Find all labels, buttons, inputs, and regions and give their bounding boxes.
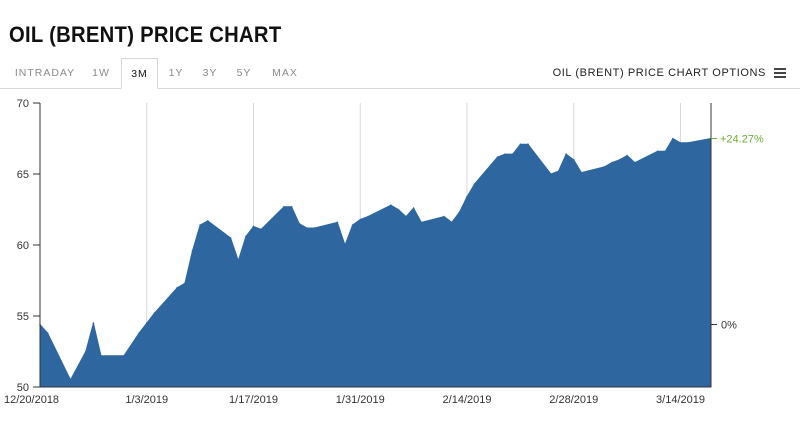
- data-point: [405, 216, 407, 218]
- data-point: [626, 155, 628, 157]
- data-point: [459, 212, 461, 214]
- data-point: [199, 224, 201, 226]
- x-tick-label: 3/14/2019: [656, 394, 705, 406]
- data-point: [352, 224, 354, 226]
- data-point: [245, 236, 247, 238]
- baseline-label: 0%: [721, 320, 737, 332]
- x-tick-label: 12/20/2018: [4, 394, 59, 406]
- data-point: [47, 332, 49, 334]
- data-point: [138, 332, 140, 334]
- y-tick-label: 70: [17, 98, 29, 110]
- data-point: [565, 153, 567, 155]
- y-tick-label: 65: [17, 169, 29, 181]
- y-tick-label: 55: [17, 311, 29, 323]
- x-tick-label: 1/3/2019: [125, 394, 168, 406]
- data-point: [443, 216, 445, 218]
- data-point: [314, 227, 316, 229]
- data-point: [70, 379, 72, 381]
- data-point: [230, 237, 232, 239]
- data-point: [581, 172, 583, 174]
- data-point: [344, 244, 346, 246]
- data-point: [360, 219, 362, 221]
- data-point: [573, 159, 575, 161]
- pct-change-label: +24.27%: [720, 134, 764, 146]
- data-point: [283, 206, 285, 208]
- data-point: [520, 143, 522, 145]
- data-point: [657, 151, 659, 153]
- data-point: [451, 222, 453, 224]
- data-point: [680, 142, 682, 144]
- data-point: [527, 143, 529, 145]
- data-point: [291, 206, 293, 208]
- data-point: [154, 312, 156, 314]
- data-point: [665, 151, 667, 153]
- data-point: [192, 250, 194, 252]
- data-point: [398, 209, 400, 211]
- y-tick-label: 50: [17, 382, 29, 394]
- data-point: [687, 142, 689, 144]
- data-point: [421, 222, 423, 224]
- data-point: [413, 207, 415, 209]
- data-point: [184, 283, 186, 285]
- data-point: [504, 153, 506, 155]
- data-point: [337, 222, 339, 224]
- data-point: [100, 355, 102, 357]
- data-point: [253, 226, 255, 228]
- data-point: [146, 322, 148, 324]
- data-point: [177, 287, 179, 289]
- data-point: [123, 355, 125, 357]
- data-point: [497, 156, 499, 158]
- data-point: [634, 162, 636, 164]
- x-tick-label: 1/17/2019: [229, 394, 278, 406]
- data-point: [260, 229, 262, 231]
- data-point: [299, 223, 301, 225]
- data-point: [306, 227, 308, 229]
- data-point: [85, 351, 87, 353]
- x-tick-label: 2/28/2019: [549, 394, 598, 406]
- data-point: [558, 170, 560, 172]
- data-point: [390, 204, 392, 206]
- data-point: [672, 138, 674, 140]
- data-point: [466, 196, 468, 198]
- data-point: [238, 260, 240, 262]
- data-point: [512, 153, 514, 155]
- x-tick-label: 2/14/2019: [443, 394, 492, 406]
- data-point: [367, 216, 369, 218]
- y-tick-label: 60: [17, 240, 29, 252]
- price-area-series: [40, 139, 711, 388]
- data-point: [550, 173, 552, 175]
- data-point: [474, 183, 476, 185]
- x-tick-label: 1/31/2019: [336, 394, 385, 406]
- data-point: [611, 162, 613, 164]
- data-point: [604, 166, 606, 168]
- data-point: [619, 159, 621, 161]
- data-point: [93, 322, 95, 324]
- data-point: [207, 220, 209, 222]
